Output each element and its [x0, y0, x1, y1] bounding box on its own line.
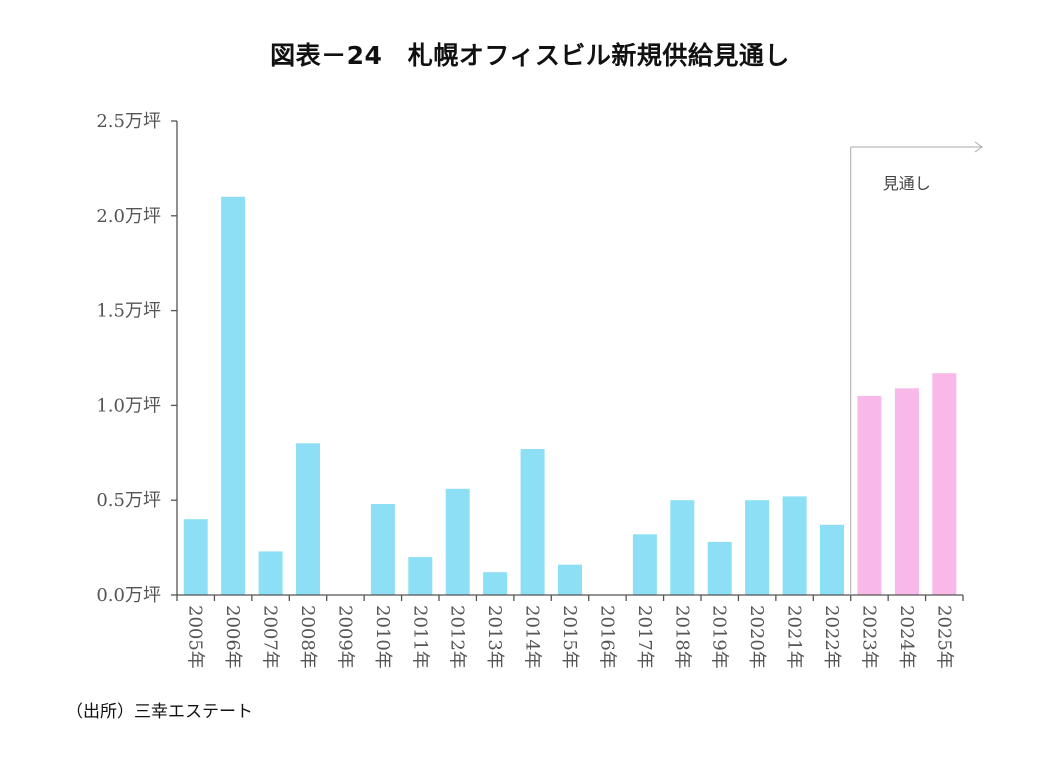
- y-axis: 0.0万坪 0.5万坪 1.0万坪 1.5万坪 2.0万坪 2.5万坪: [96, 111, 178, 606]
- x-tick-label: 2009年: [334, 605, 355, 669]
- x-tick-label: 2019年: [709, 605, 730, 669]
- y-tick-label: 1.0万坪: [96, 395, 161, 416]
- bar-2021年: [782, 496, 807, 595]
- bar-2014年: [520, 449, 545, 595]
- bar-2015年: [558, 564, 582, 595]
- x-tick-label: 2025年: [933, 605, 954, 669]
- bar-2007年: [258, 551, 283, 595]
- bar-2022年: [820, 524, 844, 595]
- x-tick-label: 2015年: [559, 605, 580, 669]
- y-tick-label: 0.5万坪: [96, 490, 161, 511]
- bar-2005年: [183, 519, 208, 595]
- bar-2017年: [632, 534, 657, 595]
- x-tick-label: 2021年: [784, 605, 805, 669]
- source-note: （出所）三幸エステート: [66, 702, 253, 722]
- x-tick-label: 2007年: [260, 605, 281, 669]
- x-tick-label: 2024年: [896, 605, 917, 669]
- x-tick-label: 2022年: [821, 605, 842, 669]
- arrow-head-icon: [974, 141, 983, 153]
- x-tick-label: 2012年: [447, 605, 468, 669]
- y-tick-label: 0.0万坪: [96, 585, 161, 606]
- bar-2008年: [296, 443, 320, 595]
- bar-2024年: [894, 388, 919, 595]
- bar-2011年: [408, 557, 433, 595]
- x-tick-label: 2010年: [372, 605, 393, 669]
- y-tick-label: 1.5万坪: [96, 301, 161, 322]
- x-tick-label: 2005年: [185, 605, 206, 669]
- x-tick-label: 2023年: [858, 605, 879, 669]
- bar-2012年: [445, 488, 470, 595]
- x-tick-label: 2014年: [522, 605, 543, 669]
- bars-group: [183, 196, 957, 596]
- x-tick-label: 2018年: [671, 605, 692, 669]
- bar-2020年: [745, 500, 770, 595]
- x-tick-label: 2006年: [222, 605, 243, 669]
- x-tick-label: 2017年: [634, 605, 655, 669]
- x-tick-label: 2013年: [484, 605, 505, 669]
- bar-2013年: [483, 572, 508, 595]
- bar-2025年: [932, 373, 957, 595]
- x-tick-label: 2020年: [746, 605, 767, 669]
- x-tick-label: 2016年: [596, 605, 617, 669]
- x-tick-label: 2008年: [297, 605, 318, 669]
- bar-2023年: [857, 395, 882, 595]
- y-tick-label: 2.0万坪: [96, 206, 161, 227]
- chart-title: 図表－24 札幌オフィスビル新規供給見通し: [270, 41, 790, 70]
- bar-2010年: [370, 504, 395, 595]
- bar-2019年: [707, 541, 732, 595]
- x-tick-label: 2011年: [409, 605, 430, 669]
- y-tick-label: 2.5万坪: [96, 111, 161, 132]
- bar-2018年: [670, 500, 695, 595]
- bar-2006年: [221, 196, 246, 596]
- forecast-annotation: 見通し: [850, 141, 983, 595]
- forecast-label: 見通し: [883, 174, 931, 193]
- x-axis: 2005年 2006年 2007年 2008年 2009年 2010年 2011年 2012年…: [176, 594, 964, 669]
